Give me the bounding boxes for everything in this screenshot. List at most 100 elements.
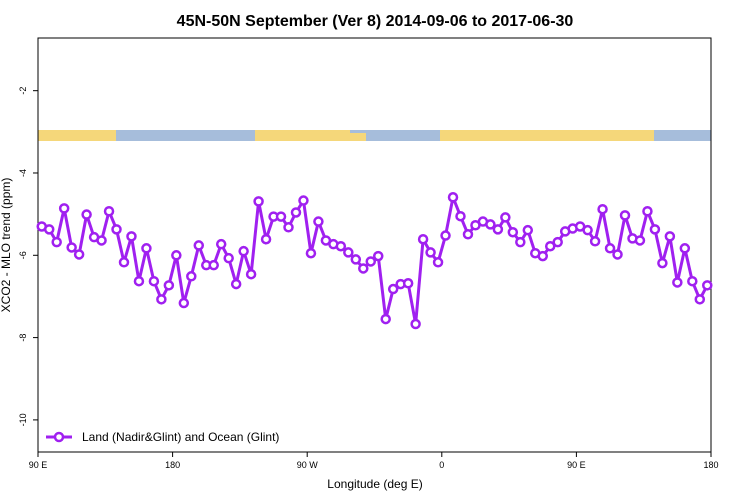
data-point (485, 219, 496, 230)
data-point (679, 243, 691, 254)
data-point (260, 233, 272, 245)
legend-marker (53, 431, 65, 443)
data-point (589, 236, 601, 247)
data-point (133, 275, 145, 287)
legend-label: Land (Nadir&Glint) and Ocean (Glint) (82, 430, 279, 444)
data-point (73, 249, 85, 260)
data-point (664, 231, 676, 242)
data-point (223, 252, 234, 264)
data-point (500, 212, 511, 223)
data-point (141, 243, 152, 254)
data-point (111, 224, 122, 235)
y-tick-label: -2 (18, 87, 28, 95)
data-point (657, 257, 668, 269)
data-point (298, 195, 309, 206)
data-point (582, 224, 593, 236)
data-point (612, 249, 623, 260)
data-point (58, 203, 70, 214)
land-band (255, 130, 350, 141)
data-point (387, 283, 399, 295)
data-point (81, 209, 92, 220)
data-point (649, 224, 661, 235)
x-axis-label: Longitude (deg E) (327, 477, 422, 491)
data-point (178, 297, 190, 309)
x-tick-label: 90 E (29, 460, 48, 470)
y-axis-label: XCO2 - MLO trend (ppm) (0, 178, 13, 313)
data-point (462, 229, 474, 240)
data-point (447, 192, 459, 203)
data-point (126, 231, 137, 242)
data-point (440, 230, 451, 241)
data-point (350, 254, 362, 265)
data-point (230, 278, 242, 290)
data-point (410, 318, 421, 330)
data-point (156, 294, 167, 305)
data-point (148, 275, 160, 287)
data-point (417, 233, 429, 245)
land-band (350, 133, 366, 141)
data-point (372, 250, 384, 262)
data-point (552, 236, 563, 248)
ocean-band (38, 130, 711, 141)
data-point (694, 294, 706, 305)
y-tick-label: -4 (18, 169, 28, 177)
data-point (245, 268, 257, 280)
data-point (597, 203, 608, 215)
data-point (51, 236, 62, 248)
land-ocean-strip (38, 130, 711, 141)
data-point (66, 242, 77, 253)
data-point (343, 247, 354, 258)
data-point (544, 240, 556, 252)
data-point (492, 224, 504, 235)
data-point (103, 206, 115, 217)
data-point (358, 263, 369, 274)
data-point (238, 245, 249, 257)
y-tick-label: -6 (18, 251, 28, 259)
x-tick-label: 0 (439, 460, 444, 470)
data-point (425, 247, 436, 258)
x-tick-label: 90 E (567, 460, 586, 470)
data-point (402, 278, 414, 289)
y-tick-label: -8 (18, 334, 28, 342)
data-point (432, 257, 444, 268)
data-point (171, 250, 182, 261)
data-point (215, 238, 227, 250)
land-band (38, 130, 116, 141)
data-point (208, 259, 219, 271)
data-point (283, 222, 294, 233)
data-point (537, 250, 548, 262)
data-point (455, 210, 466, 222)
data-point (515, 236, 526, 248)
data-point (163, 280, 175, 291)
data-point (290, 207, 302, 218)
data-point (642, 206, 653, 217)
land-band (440, 130, 654, 141)
data-point (313, 216, 324, 227)
data-point (604, 243, 616, 254)
data-point (702, 280, 713, 291)
data-point (193, 240, 205, 251)
x-tick-label: 180 (165, 460, 180, 470)
plot-frame (37, 37, 712, 453)
data-point (253, 196, 264, 207)
data-point (507, 226, 519, 238)
x-tick-label: 180 (703, 460, 718, 470)
data-point (305, 247, 317, 259)
y-tick-label: -10 (18, 413, 28, 426)
data-point (118, 257, 130, 268)
data-point (634, 235, 646, 246)
chart-title: 45N-50N September (Ver 8) 2014-09-06 to … (177, 13, 574, 30)
data-point (365, 256, 377, 267)
data-point (522, 224, 534, 236)
data-point (43, 224, 55, 235)
data-point (275, 211, 287, 222)
data-point (687, 275, 698, 287)
data-point (619, 210, 631, 221)
data-point (335, 240, 347, 252)
data-point (672, 277, 683, 288)
x-tick-label: 90 W (297, 460, 319, 470)
data-point (96, 235, 107, 246)
data-point (380, 313, 391, 325)
data-point (186, 271, 197, 282)
